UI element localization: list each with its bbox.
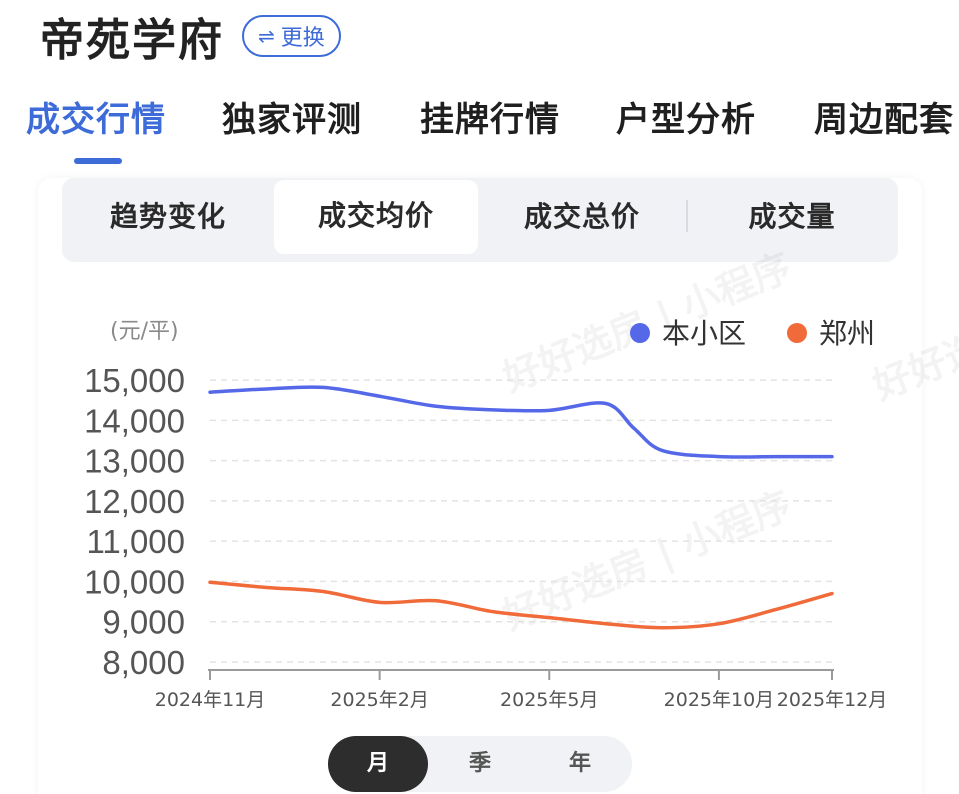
subtab-trend[interactable]: 趋势变化 [109, 200, 226, 233]
subtab-avg-price[interactable]: 成交均价 [274, 180, 478, 254]
main-tabs: 成交行情 独家评测 挂牌行情 户型分析 周边配套 [26, 92, 959, 166]
subtab-volume[interactable]: 成交量 [748, 200, 836, 233]
x-tick-label: 2025年2月 [330, 689, 428, 711]
chart-grid [210, 379, 832, 663]
subtab-divider [686, 200, 688, 232]
tab-nearby-facilities[interactable]: 周边配套 [814, 100, 954, 140]
x-tick-label: 2024年11月 [155, 689, 266, 711]
chart-unit-label: (元/平) [110, 319, 179, 344]
chart-legend: 本小区 郑州 [630, 317, 875, 350]
tab-floorplan-analysis[interactable]: 户型分析 [616, 100, 756, 140]
x-tick-label: 2025年5月 [500, 689, 598, 711]
series-lines [208, 385, 834, 630]
watermarks: 好好选房 | 小程序好好选房 | 小程序好好选房 | 小程序 [496, 245, 959, 640]
tab-exclusive-review[interactable]: 独家评测 [222, 100, 362, 140]
y-tick-label: 15,000 [84, 362, 185, 399]
tab-listing-market[interactable]: 挂牌行情 [420, 100, 560, 140]
page-title: 帝苑学府 [40, 15, 224, 66]
period-toggle: 月 季 年 [328, 736, 632, 792]
period-month-button[interactable]: 月 [328, 736, 428, 792]
watermark-text: 好好选房 | 小程序 [866, 253, 959, 410]
legend-label: 郑州 [819, 317, 875, 350]
switch-community-button[interactable]: ⇌ 更换 [242, 15, 341, 57]
y-tick-label: 14,000 [84, 402, 185, 439]
active-tab-indicator [74, 158, 122, 164]
watermark-text: 好好选房 | 小程序 [496, 245, 798, 402]
x-axis: 2024年11月 2025年2月 2025年5月 2025年10月 2025年12月 [155, 669, 888, 711]
period-year-button[interactable]: 年 [568, 751, 591, 776]
legend-dot [787, 323, 807, 343]
x-tick-label: 2025年10月 [664, 689, 775, 711]
tab-deal-market[interactable]: 成交行情 [26, 100, 166, 140]
subtab-total-price[interactable]: 成交总价 [523, 200, 640, 233]
y-tick-label: 8,000 [102, 644, 185, 681]
y-tick-label: 11,000 [87, 523, 185, 560]
x-tick-label: 2025年12月 [777, 689, 888, 711]
page-header: 帝苑学府 ⇌ 更换 [40, 8, 341, 66]
y-tick-label: 13,000 [84, 443, 185, 480]
series-line-city [208, 580, 834, 630]
swap-arrows-icon: ⇌ [258, 24, 275, 48]
chart-card [38, 178, 922, 794]
period-quarter-button[interactable]: 季 [468, 751, 491, 776]
legend-label: 本小区 [662, 317, 746, 350]
y-tick-label: 12,000 [84, 483, 185, 520]
sub-tabs: 趋势变化 成交均价 成交总价 成交量 [62, 178, 898, 262]
series-line-community [208, 385, 834, 459]
y-tick-label: 9,000 [102, 604, 185, 641]
y-tick-label: 10,000 [84, 563, 185, 600]
legend-dot [630, 323, 650, 343]
switch-label: 更换 [280, 26, 325, 51]
